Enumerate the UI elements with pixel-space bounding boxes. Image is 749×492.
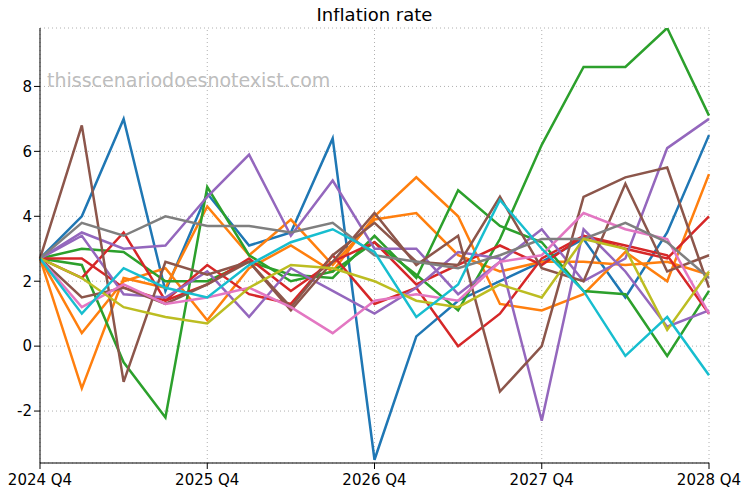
svg-text:-2: -2	[17, 402, 32, 420]
svg-text:4: 4	[22, 208, 32, 226]
svg-text:2: 2	[22, 273, 32, 291]
html-text:thisscenariodoesnotexist.com: thisscenariodoesnotexist.com	[47, 69, 331, 91]
svg-text:2024 Q4: 2024 Q4	[8, 471, 72, 488]
svg-text:6: 6	[22, 143, 32, 161]
html-text:Inflation rate: Inflation rate	[316, 4, 433, 25]
svg-text:2027 Q4: 2027 Q4	[510, 471, 574, 488]
svg-text:2025 Q4: 2025 Q4	[175, 471, 239, 488]
svg-text:2028 Q4: 2028 Q4	[677, 471, 741, 488]
svg-text:0: 0	[22, 337, 32, 355]
svg-text:2026 Q4: 2026 Q4	[342, 471, 406, 488]
svg-text:8: 8	[22, 78, 32, 96]
